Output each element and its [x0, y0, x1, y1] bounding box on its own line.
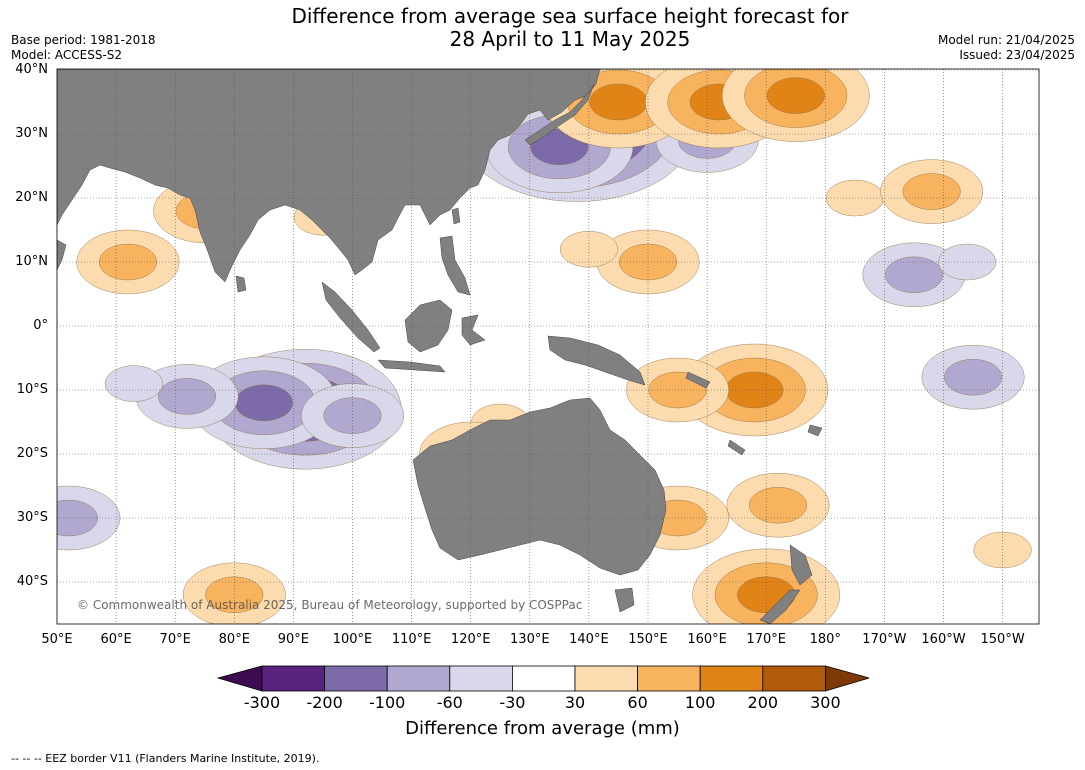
- longitude-label: 180°: [809, 632, 841, 647]
- colorbar-tick-label: -30: [499, 693, 526, 712]
- anomaly-contour: [884, 256, 943, 293]
- longitude-label: 50°E: [41, 632, 73, 647]
- anomaly-contour: [57, 499, 98, 537]
- sea-surface-height-map[interactable]: [0, 0, 1085, 660]
- anomaly-contour: [323, 397, 382, 434]
- colorbar: [217, 665, 869, 692]
- anomaly-contour: [766, 77, 825, 114]
- colorbar-bin: [449, 665, 513, 692]
- longitude-label: 150°E: [628, 632, 668, 647]
- longitude-label: 110°E: [391, 632, 432, 647]
- model-name: Model: ACCESS-S2: [11, 48, 123, 62]
- colorbar-tick-label: 30: [564, 693, 586, 712]
- latitude-label: 40°S: [16, 574, 48, 589]
- land-tasmania: [614, 587, 635, 613]
- title-line-1: Difference from average sea surface heig…: [291, 4, 849, 28]
- land-new-caledonia: [727, 439, 746, 456]
- anomaly-contour: [98, 243, 157, 281]
- colorbar-tick-label: 200: [747, 693, 779, 712]
- colorbar-bin: [637, 665, 701, 692]
- colorbar-tick-label: -100: [369, 693, 406, 712]
- map-frame: [56, 68, 1040, 625]
- colorbar-extend-high: [825, 665, 869, 692]
- longitude-label: 90°E: [277, 632, 310, 647]
- longitude-label: 80°E: [218, 632, 250, 647]
- land-australia: [412, 397, 667, 576]
- colorbar-bin: [762, 665, 826, 692]
- colorbar-label: Difference from average (mm): [405, 718, 680, 739]
- anomaly-contour: [902, 173, 961, 210]
- colorbar-bin: [574, 665, 638, 692]
- land-philippines: [439, 235, 471, 296]
- eez-footer-note: -- -- -- EEZ border V11 (Flanders Marine…: [11, 752, 320, 765]
- longitude-label: 60°E: [100, 632, 132, 647]
- anomaly-contour: [158, 378, 217, 415]
- latitude-label: 30°N: [15, 126, 48, 141]
- base-period: Base period: 1981-2018: [11, 33, 156, 47]
- longitude-label: 160°W: [921, 632, 966, 647]
- issued-date: Issued: 23/04/2025: [959, 48, 1075, 62]
- anomaly-contour: [944, 359, 1003, 396]
- longitude-label: 170°W: [862, 632, 907, 647]
- land-taiwan: [451, 207, 461, 225]
- land-new-guinea: [547, 335, 646, 386]
- metadata-left: Base period: 1981-2018 Model: ACCESS-S2: [11, 33, 156, 63]
- longitude-label: 70°E: [159, 632, 191, 647]
- copyright-notice: © Commonwealth of Australia 2025, Bureau…: [77, 598, 583, 612]
- colorbar-bin: [511, 665, 576, 692]
- colorbar-bin: [699, 665, 764, 692]
- latitude-label: 40°N: [15, 62, 48, 77]
- anomaly-contour: [589, 83, 648, 121]
- colorbar-tick-label: 100: [684, 693, 716, 712]
- land-fiji: [807, 424, 823, 437]
- colorbar-tick-label: -60: [436, 693, 463, 712]
- land-sulawesi: [461, 314, 486, 346]
- land-japan: [524, 83, 595, 146]
- colorbar-tick-label: -300: [243, 693, 281, 712]
- colorbar-extend-low: [217, 665, 263, 692]
- colorbar-tick-label: -200: [306, 693, 343, 712]
- land-new-zealand-south: [759, 589, 801, 624]
- longitude-label: 170°E: [746, 632, 786, 647]
- map-title: Difference from average sea surface heig…: [240, 5, 900, 51]
- colorbar-tick-label: 300: [810, 693, 841, 712]
- latitude-label: 20°S: [16, 446, 48, 461]
- colorbar-bin: [386, 665, 451, 692]
- title-line-2: 28 April to 11 May 2025: [449, 27, 691, 51]
- longitude-label: 140°E: [569, 632, 609, 647]
- land-sri-lanka: [235, 275, 247, 293]
- model-run: Model run: 21/04/2025: [937, 33, 1075, 47]
- anomaly-field: [57, 69, 1032, 624]
- longitude-label: 100°E: [332, 632, 373, 647]
- land-asia: [57, 69, 601, 283]
- land-new-zealand-north: [789, 544, 813, 586]
- land-africa-edge: [57, 239, 67, 271]
- latitude-label: 0°: [33, 318, 48, 333]
- land-masses: [57, 69, 823, 624]
- longitude-label: 130°E: [510, 632, 550, 647]
- anomaly-contour: [104, 365, 163, 402]
- land-borneo: [404, 299, 453, 353]
- longitude-label: 160°E: [687, 632, 727, 647]
- land-sumatra: [321, 281, 381, 353]
- latitude-label: 20°N: [15, 190, 48, 205]
- colorbar-bin: [324, 665, 388, 692]
- latitude-label: 10°N: [15, 254, 48, 269]
- latitude-label: 10°S: [16, 382, 48, 397]
- anomaly-contour: [938, 243, 997, 281]
- metadata-right: Model run: 21/04/2025 Issued: 23/04/2025: [938, 33, 1075, 63]
- colorbar-tick-label: 60: [627, 693, 648, 712]
- anomaly-contour: [749, 487, 808, 524]
- longitude-label: 120°E: [450, 632, 491, 647]
- latitude-label: 30°S: [16, 510, 48, 525]
- longitude-label: 150°W: [980, 632, 1025, 647]
- land-solomons: [685, 371, 711, 389]
- colorbar-bin: [261, 665, 325, 692]
